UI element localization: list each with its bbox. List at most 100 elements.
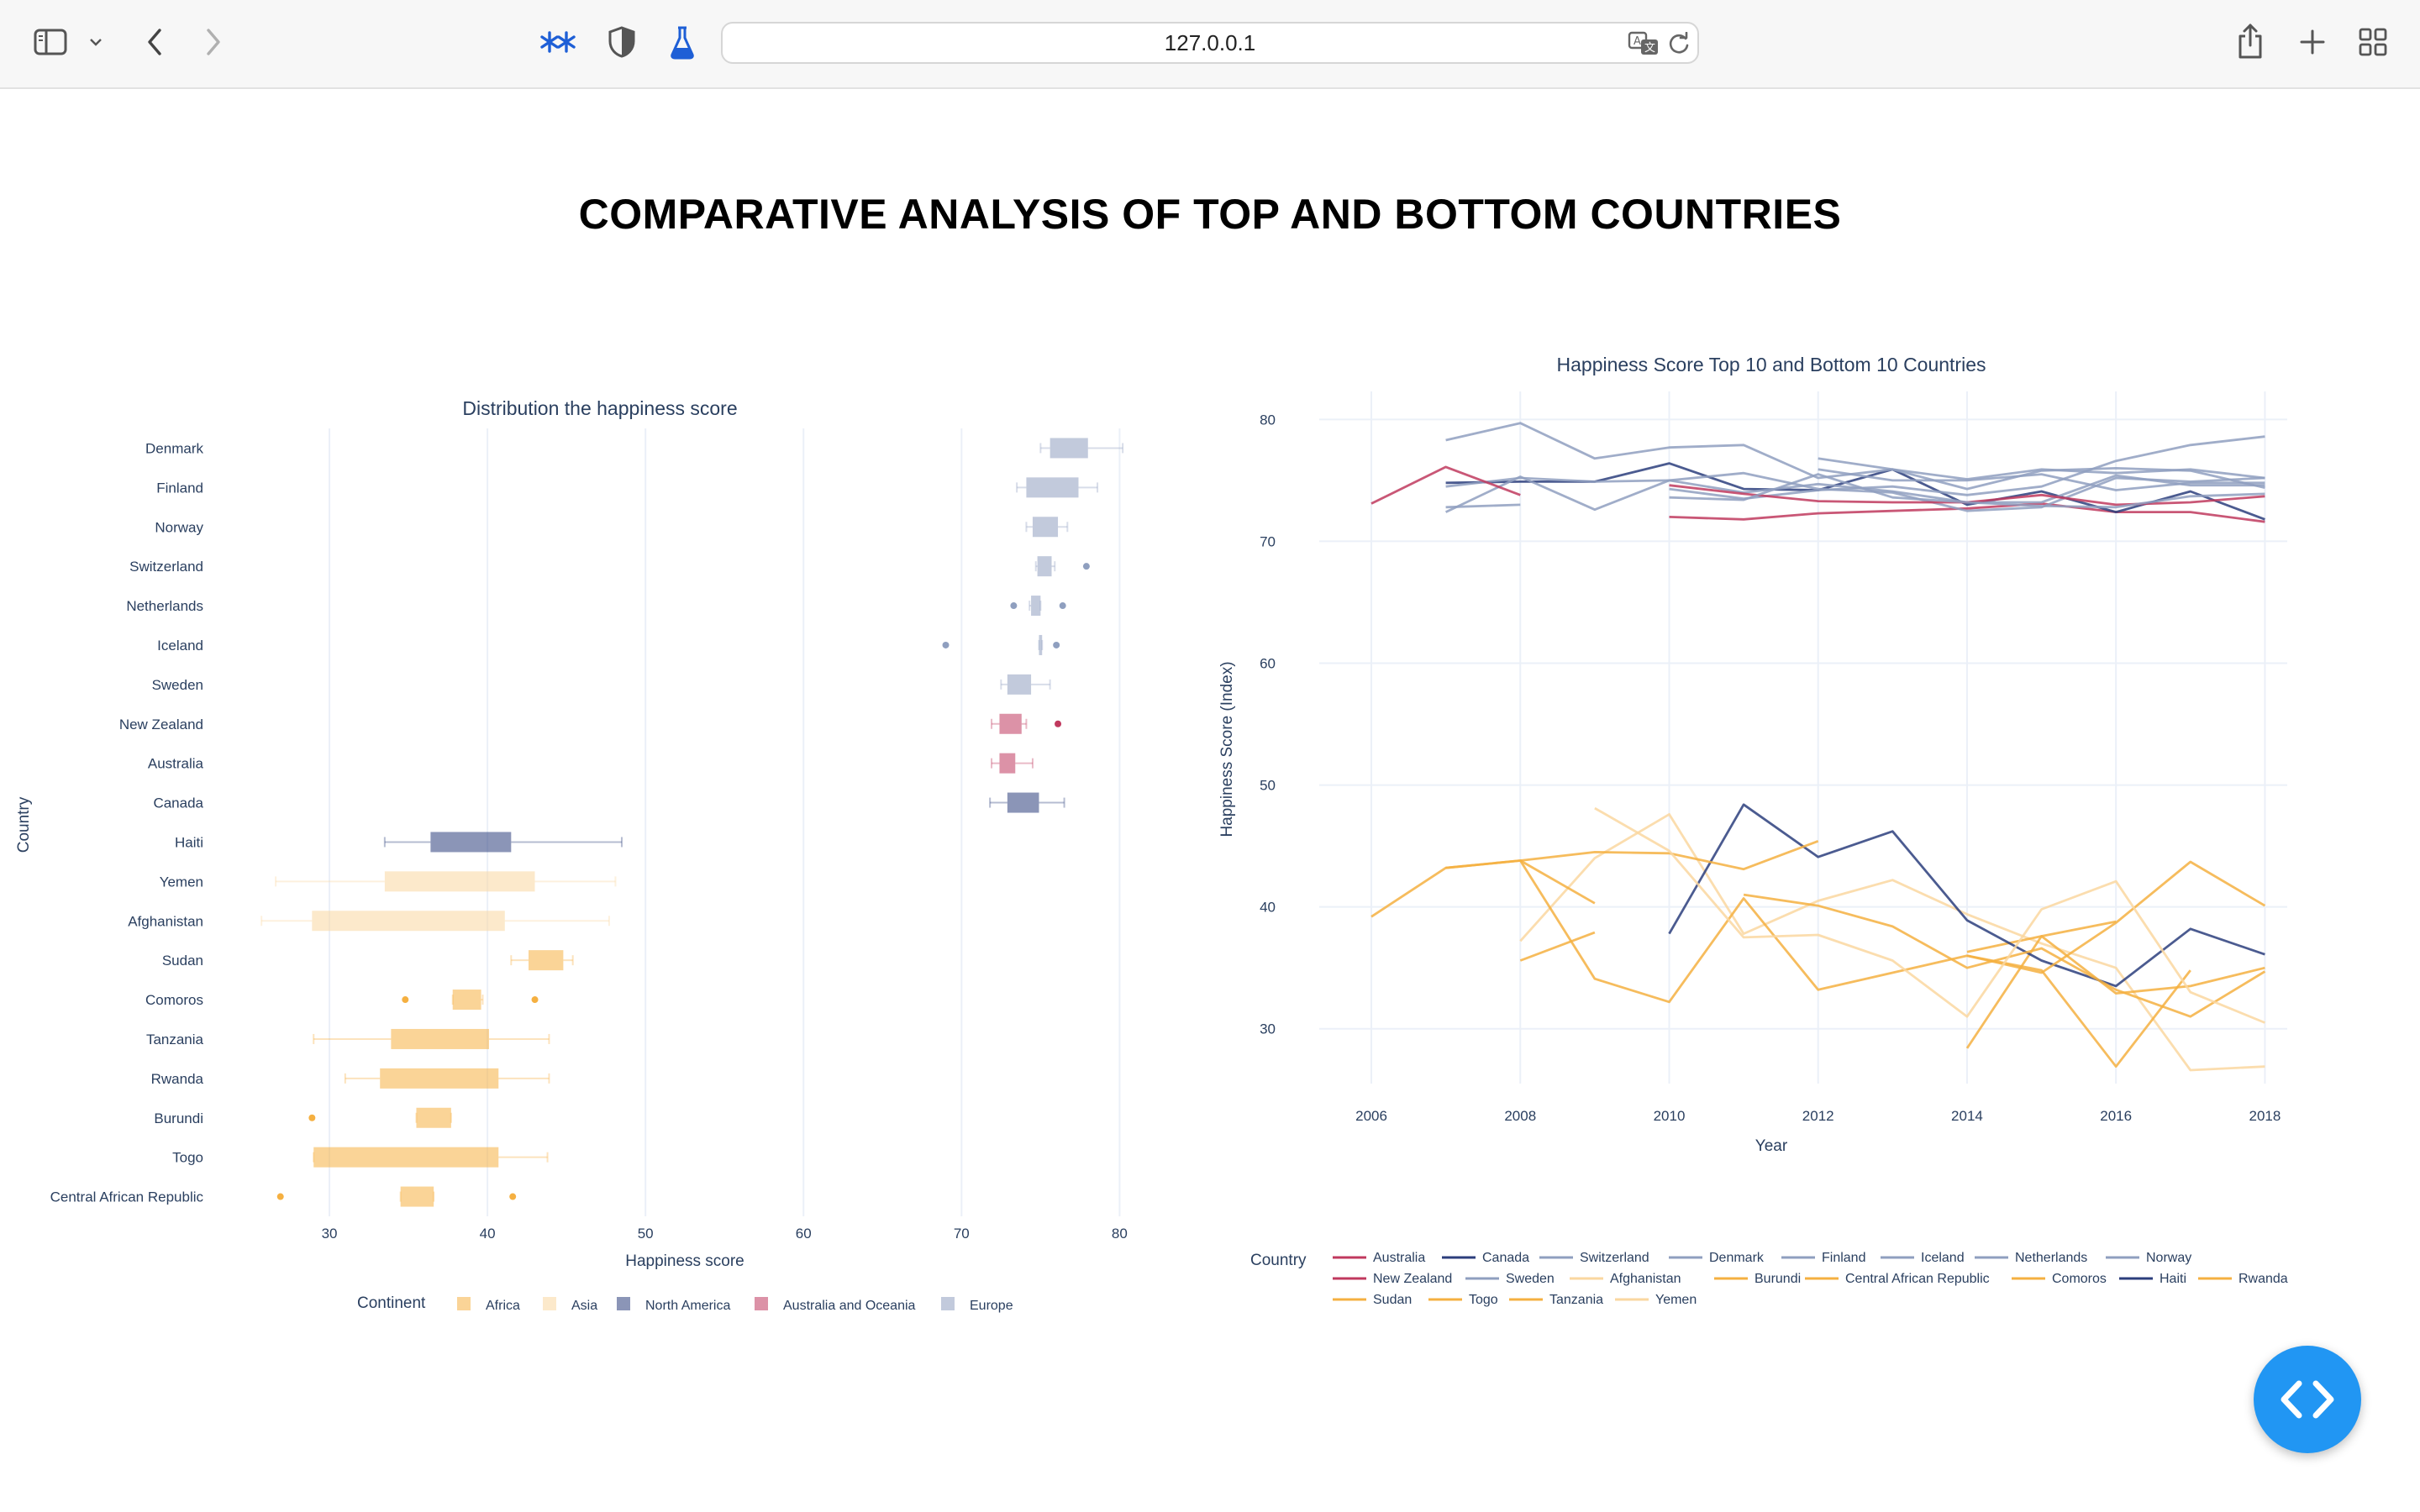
line-chart: Happiness Score Top 10 and Bottom 10 Cou… [1218, 354, 2288, 1307]
url-text: 127.0.0.1 [1164, 29, 1256, 55]
legend-item: Rwanda [2238, 1272, 2288, 1286]
series-line-haiti [1668, 803, 2265, 988]
outlier-point [402, 996, 409, 1004]
x-tick-label: 50 [638, 1226, 654, 1242]
y-tick-label: 80 [1260, 412, 1276, 428]
box-afghanistan [312, 911, 505, 932]
page-title: COMPARATIVE ANALYSIS OF TOP AND BOTTOM C… [578, 191, 1842, 238]
x-tick-label: 2012 [1802, 1108, 1834, 1124]
legend-item: Tanzania [1549, 1293, 1603, 1307]
y-tick-label: 70 [1260, 533, 1276, 549]
legend-item: Iceland [1921, 1251, 1965, 1265]
legend-item: Asia [571, 1299, 597, 1313]
tab-overview-icon[interactable] [2356, 25, 2390, 59]
y-tick-label: Yemen [160, 874, 203, 890]
reload-icon[interactable] [1665, 30, 1692, 57]
back-arrow-icon[interactable] [139, 25, 170, 59]
line-chart-x-ticks: 2006 2008 2010 2012 2014 2016 2018 [1355, 1108, 2281, 1124]
series-line-sweden [1445, 503, 1521, 509]
y-tick-label: Sweden [152, 677, 203, 693]
series-line-yemen [1594, 806, 2265, 1024]
line-chart-legend: Country Australia Canada Switzerland Denmar… [1250, 1251, 2288, 1307]
series-line-netherlands [1445, 474, 2265, 504]
series-line-norway [1818, 457, 2265, 491]
y-tick-label: 50 [1260, 778, 1276, 794]
line-chart-title: Happiness Score Top 10 and Bottom 10 Cou… [1557, 354, 1986, 375]
flask-icon[interactable] [666, 24, 699, 62]
x-tick-label: 2018 [2249, 1108, 2281, 1124]
x-tick-label: 70 [954, 1226, 970, 1242]
code-toggle-button[interactable] [2254, 1346, 2361, 1453]
forward-arrow-icon[interactable] [198, 25, 229, 59]
svg-text:文: 文 [1644, 42, 1655, 55]
y-tick-label: Rwanda [151, 1071, 204, 1087]
series-line-comoros [1966, 935, 2265, 995]
x-tick-label: 2014 [1951, 1108, 1983, 1124]
series-line-denmark [1445, 422, 2265, 480]
outlier-point [276, 1193, 284, 1200]
legend-swatch [755, 1297, 768, 1310]
box-chart-gridlines [329, 428, 1121, 1216]
share-icon[interactable] [2233, 20, 2267, 62]
code-icon [2275, 1378, 2339, 1420]
series-line-switzerland [1444, 471, 2265, 513]
svg-text:A: A [1634, 35, 1641, 48]
box-finland [1026, 477, 1079, 498]
series-line-central-african-republic [1445, 859, 2191, 1068]
legend-item: Haiti [2160, 1272, 2186, 1286]
outlier-point [308, 1114, 316, 1121]
box-chart-x-label: Happiness score [625, 1252, 744, 1270]
box-legend-title: Continent [357, 1294, 426, 1312]
legend-swatch [457, 1297, 471, 1310]
box-plot-chart: Distribution the happiness score Denmark… [15, 397, 1128, 1313]
box-switzerland [1037, 556, 1052, 577]
outlier-point [509, 1193, 517, 1200]
y-tick-label: 60 [1260, 656, 1276, 672]
legend-item: Comoros [2052, 1272, 2107, 1286]
legend-item: Canada [1482, 1251, 1529, 1265]
legend-item: Denmark [1709, 1251, 1765, 1265]
box-central-african-republic [400, 1186, 434, 1207]
series-line-australia [1669, 502, 2265, 523]
legend-item: North America [645, 1299, 730, 1313]
box-norway [1032, 517, 1059, 538]
series-line-sudan [1370, 839, 1819, 918]
line-chart-y-label: Happiness Score (Index) [1218, 661, 1236, 837]
outlier-point [1082, 563, 1090, 570]
box-comoros [452, 990, 481, 1011]
y-tick-label: 40 [1260, 900, 1276, 916]
legend-item: Europe [970, 1299, 1013, 1313]
box-sweden [1007, 674, 1032, 695]
box-tanzania [391, 1028, 489, 1049]
chevron-down-icon[interactable] [86, 32, 106, 52]
outlier-point [1055, 720, 1062, 727]
y-tick-label: Togo [172, 1150, 203, 1166]
series-line-burundi [1519, 931, 1596, 962]
legend-item: Sudan [1373, 1293, 1412, 1307]
outlier-point [531, 996, 539, 1004]
legend-swatch [543, 1297, 556, 1310]
line-chart-x-label: Year [1755, 1137, 1788, 1155]
y-tick-label: 30 [1260, 1021, 1276, 1037]
y-tick-label: Haiti [175, 834, 203, 850]
sparkle-extension-icon[interactable] [538, 25, 578, 59]
legend-item: Sweden [1506, 1272, 1555, 1286]
box-chart-title: Distribution the happiness score [462, 397, 737, 419]
shield-icon[interactable] [603, 24, 640, 60]
sidebar-icon[interactable] [32, 25, 69, 59]
x-tick-label: 30 [322, 1226, 338, 1242]
outlier-point [1053, 641, 1060, 648]
series-line-afghanistan [1519, 813, 2265, 1072]
outlier-point [942, 641, 950, 648]
box-chart-y-ticks: Denmark Finland Norway Switzerland Netherlan… [50, 440, 204, 1205]
plus-icon[interactable] [2296, 25, 2329, 59]
box-iceland [1039, 634, 1043, 655]
box-sudan [529, 950, 564, 971]
line-legend-title: Country [1250, 1252, 1307, 1269]
x-tick-label: 40 [480, 1226, 496, 1242]
legend-item: Finland [1822, 1251, 1865, 1265]
